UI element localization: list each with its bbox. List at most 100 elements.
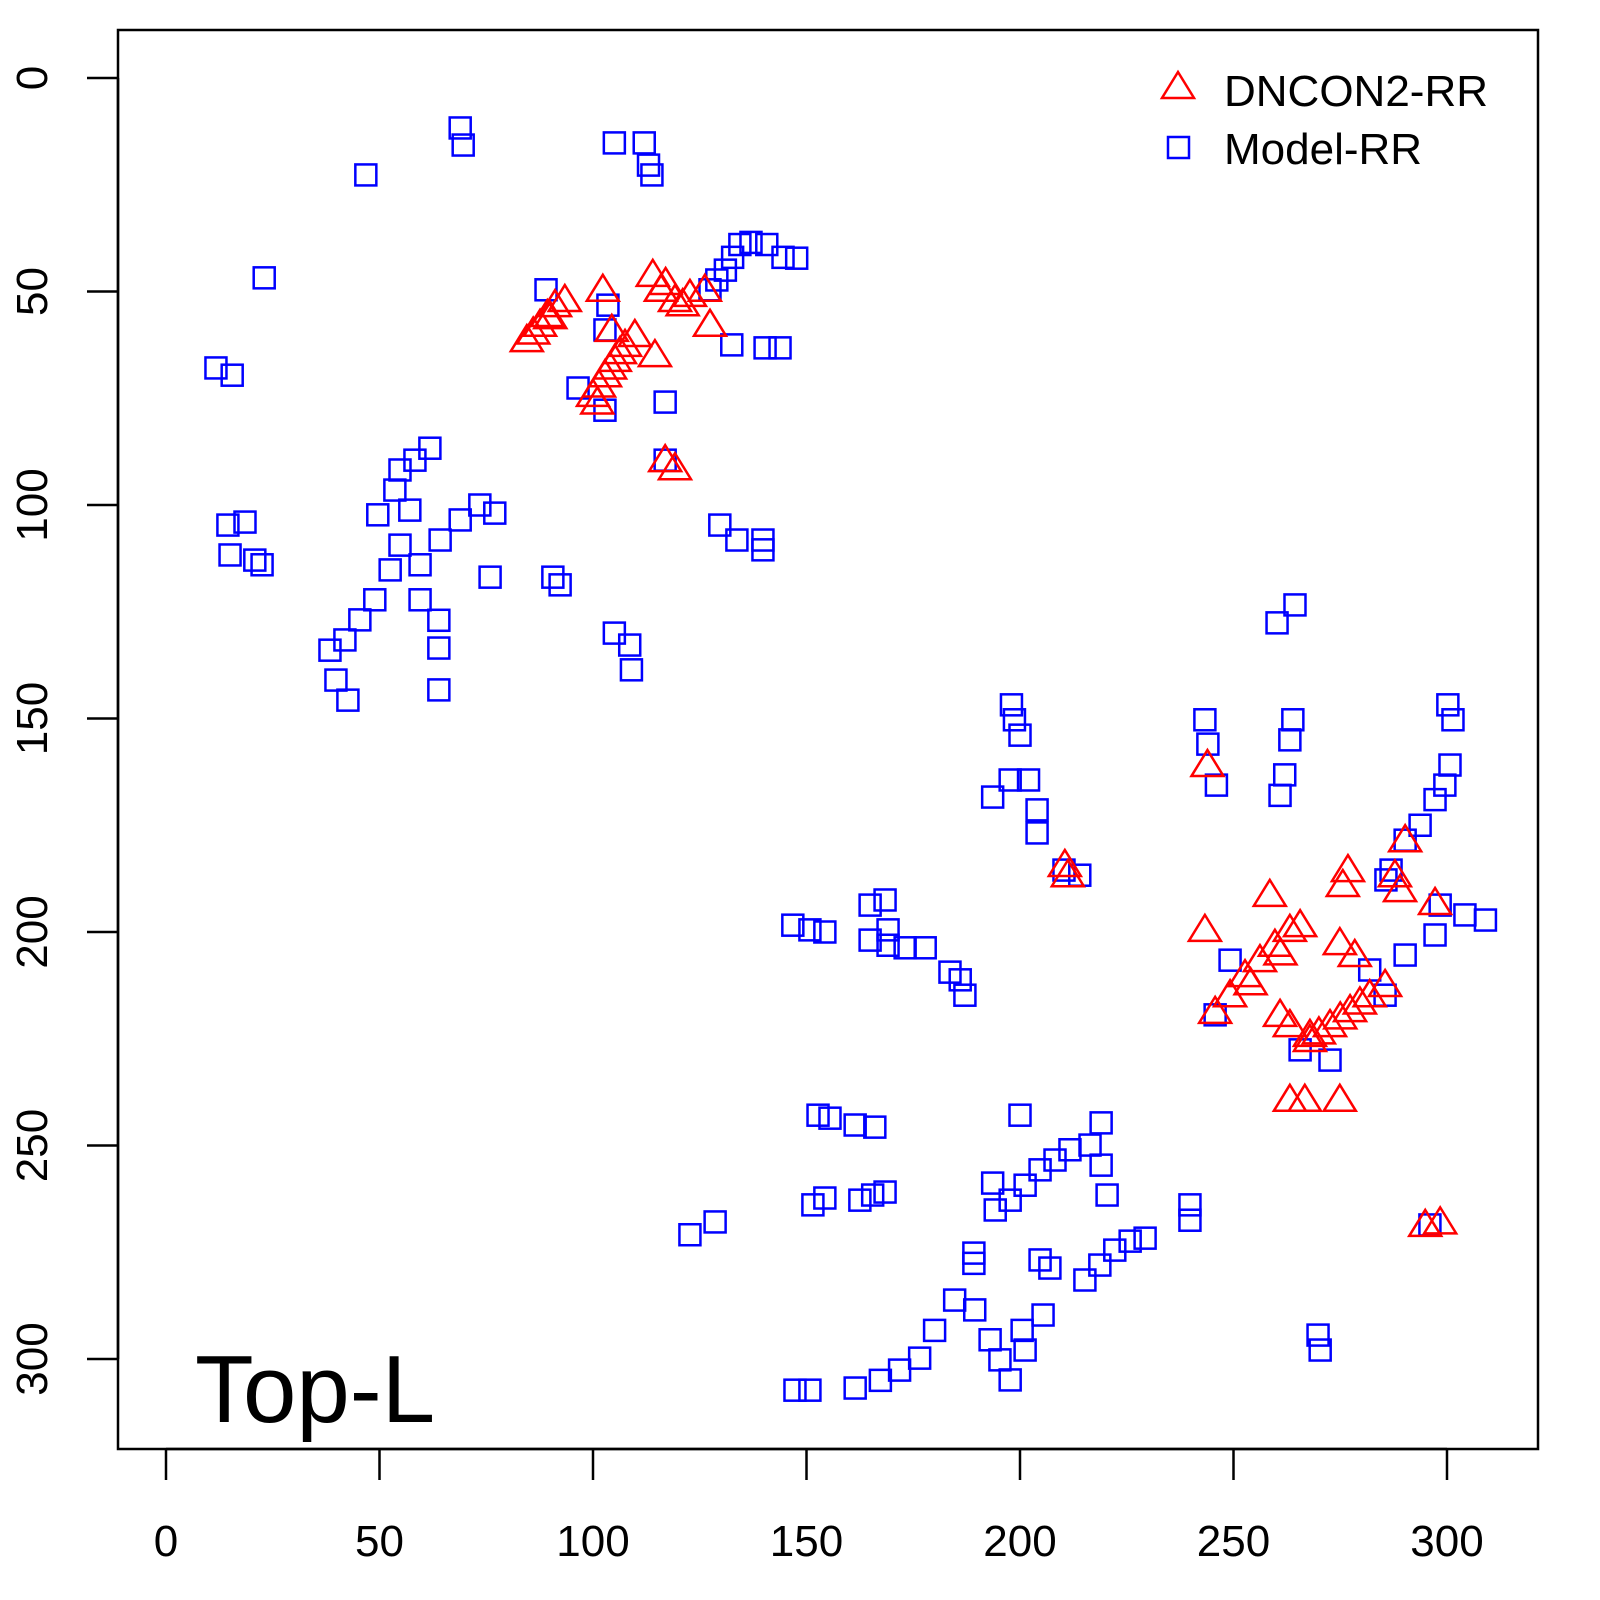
model-rr-point (783, 1378, 807, 1402)
model-rr-point (1103, 1238, 1127, 1262)
x-axis: 0 50 100 150 200 250 300 (154, 1447, 1484, 1566)
model-rr-point (1095, 1183, 1119, 1207)
x-tick-label: 200 (983, 1517, 1056, 1566)
model-rr-point (1025, 821, 1049, 845)
model-rr-point (999, 693, 1024, 717)
dncon2-rr-point (593, 312, 631, 343)
dncon2-rr-point (647, 265, 684, 296)
dncon2-rr-point (1321, 1082, 1359, 1113)
model-rr-point (708, 513, 732, 537)
model-rr-point (427, 608, 451, 633)
model-rr-point (1178, 1208, 1202, 1232)
model-rr-point (980, 1171, 1005, 1195)
model-rr-point (703, 1210, 727, 1234)
model-rr-point (483, 501, 507, 525)
model-rr-point (913, 936, 937, 960)
y-tick-label: 250 (8, 1109, 57, 1182)
dncon2-rr-point (1324, 867, 1362, 898)
model-rr-point (220, 363, 244, 387)
model-rr-point (813, 920, 837, 944)
model-rr-point (755, 232, 779, 257)
model-rr-point (1308, 1338, 1332, 1362)
model-rr-point (602, 131, 627, 155)
dncon2-rr-point (1251, 877, 1289, 908)
model-rr-point (448, 508, 472, 532)
dncon2-rr-point (1341, 985, 1379, 1015)
model-rr-point (324, 668, 348, 692)
model-rr-point (354, 163, 378, 187)
model-rr-point (366, 503, 390, 527)
model-rr-point (216, 513, 240, 537)
model-rr-point (596, 293, 620, 317)
dncon2-rr-point (1406, 1207, 1444, 1238)
model-rr-point (751, 538, 775, 562)
dncon2-rr-point (1331, 992, 1369, 1023)
y-tick-label: 300 (8, 1322, 57, 1395)
dncon2-rr-point (1300, 1014, 1338, 1045)
model-rr-point (1078, 1133, 1102, 1157)
model-rr-point (541, 565, 565, 589)
model-rr-point (383, 478, 407, 502)
y-tick-label: 0 (8, 66, 57, 90)
y-tick-label: 100 (8, 468, 57, 541)
y-tick-label: 50 (8, 267, 57, 316)
model-rr-point (887, 1358, 912, 1382)
dncon2-rr-point (1271, 912, 1309, 943)
model-rr-point (720, 245, 745, 270)
dncon2-rr-point (606, 327, 644, 358)
model-rr-point (1408, 813, 1432, 837)
model-rr-point (858, 893, 882, 917)
legend: DNCON2-RR Model-RR (1159, 67, 1488, 174)
model-rr-point (478, 565, 502, 589)
model-rr-point (427, 636, 451, 660)
model-rr-point (204, 356, 228, 380)
model-rr-point (771, 245, 795, 270)
model-rr-point (1013, 1338, 1037, 1362)
model-rr-point (801, 1193, 825, 1217)
model-rr-point (408, 588, 432, 612)
model-rr-point (798, 918, 822, 942)
dncon2-rr-point (1049, 857, 1087, 888)
model-rr-point (1178, 1193, 1202, 1217)
model-rr-point (725, 528, 749, 552)
dncon2-rr-series (508, 257, 1459, 1238)
model-rr-point (978, 1328, 1002, 1352)
model-rr-point (1008, 1103, 1032, 1127)
y-tick-label: 150 (8, 682, 57, 755)
annotation-label: Top-L (195, 1336, 435, 1443)
dncon2-rr-point (616, 317, 654, 348)
dncon2-rr-point (1189, 747, 1226, 778)
model-rr-point (1073, 1268, 1097, 1292)
model-rr-point (336, 688, 360, 712)
dncon2-rr-point (691, 307, 729, 338)
model-rr-point (1010, 1318, 1034, 1343)
model-rr-point (218, 543, 242, 567)
dncon2-rr-point (1386, 822, 1424, 853)
model-rr-point (720, 333, 744, 357)
model-rr-point (1193, 708, 1217, 732)
model-rr-point (418, 436, 442, 460)
model-rr-point (619, 658, 644, 682)
model-rr-point (713, 258, 738, 282)
model-rr-point (876, 933, 900, 957)
model-rr-point (843, 1376, 867, 1400)
model-rr-point (233, 510, 257, 534)
model-rr-point (907, 1346, 932, 1370)
model-rr-point (1008, 723, 1032, 747)
model-rr-point (858, 928, 882, 952)
dncon2-rr-point (1271, 1007, 1309, 1038)
dncon2-rr-point (1196, 994, 1234, 1025)
dncon2-rr-point (584, 272, 622, 303)
x-tick-label: 300 (1410, 1517, 1483, 1566)
dncon2-rr-point (1046, 847, 1084, 878)
x-tick-label: 150 (770, 1517, 843, 1566)
dncon2-rr-point (536, 287, 574, 318)
model-rr-point (632, 131, 656, 155)
model-rr-point (427, 678, 451, 702)
dncon2-rr-point (1186, 912, 1224, 943)
model-rr-point (1283, 593, 1307, 617)
model-rr-point (378, 558, 402, 582)
model-rr-point (653, 390, 677, 414)
model-rr-point (806, 1103, 830, 1127)
